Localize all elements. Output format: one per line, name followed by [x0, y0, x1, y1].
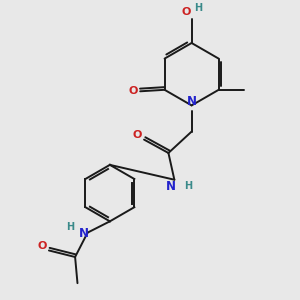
Text: H: H: [194, 3, 202, 13]
Text: O: O: [129, 86, 138, 96]
Text: N: N: [187, 95, 196, 108]
Text: O: O: [133, 130, 142, 140]
Text: N: N: [166, 180, 176, 193]
Text: O: O: [182, 7, 191, 17]
Text: N: N: [79, 227, 89, 240]
Text: H: H: [184, 181, 192, 191]
Text: H: H: [66, 222, 74, 232]
Text: O: O: [38, 241, 47, 251]
